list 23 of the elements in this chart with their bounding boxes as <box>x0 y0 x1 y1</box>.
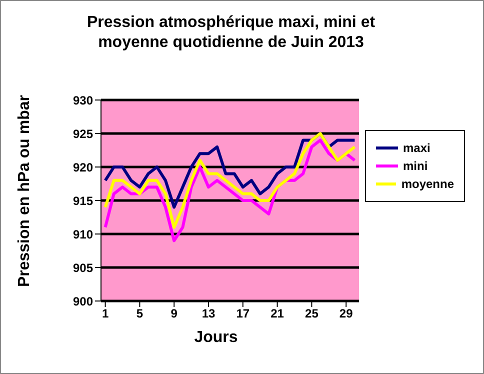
x-tick-label: 9 <box>170 306 178 321</box>
legend-label: mini <box>403 159 428 173</box>
y-tick-label: 920 <box>72 160 94 174</box>
y-tick-label: 925 <box>72 126 94 141</box>
x-tick-label: 13 <box>202 306 216 321</box>
x-tick-label: 17 <box>236 306 250 321</box>
y-tick-label: 915 <box>72 194 94 208</box>
x-tick-label: 29 <box>339 306 354 321</box>
x-tick-label: 25 <box>305 306 319 321</box>
line-series <box>104 138 356 242</box>
y-axis-title: Pression en hPa ou mbar <box>16 94 34 288</box>
y-tick-label: 900 <box>72 294 94 308</box>
x-tick-label: 21 <box>270 306 284 321</box>
chart-title: Pression atmosphérique maxi, mini et moyenne quotidienne de Juin 2013 <box>86 13 376 53</box>
x-tick-label: 5 <box>136 306 144 321</box>
legend-label: moyenne <box>401 177 454 191</box>
y-tick-label: 910 <box>72 227 94 242</box>
x-axis-title: Jours <box>193 329 239 347</box>
legend-label: maxi <box>403 141 430 155</box>
line-series <box>104 132 356 229</box>
y-tick-label: 930 <box>72 93 94 108</box>
x-tick-label: 1 <box>102 306 109 321</box>
y-tick-label: 905 <box>72 260 94 275</box>
